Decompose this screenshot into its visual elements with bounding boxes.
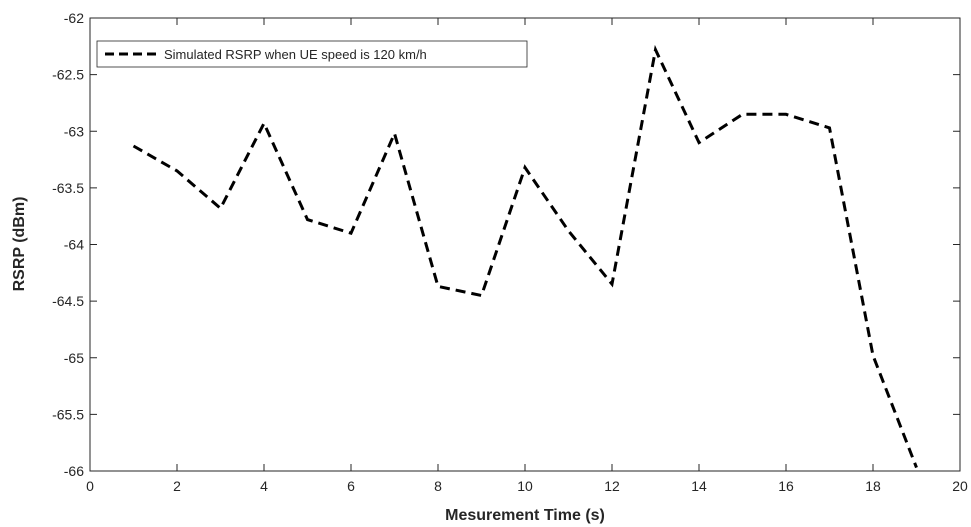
y-tick-label: -62.5 xyxy=(52,67,84,83)
x-tick-label: 14 xyxy=(691,478,707,494)
legend: Simulated RSRP when UE speed is 120 km/h xyxy=(96,40,528,68)
y-tick-label: -64.5 xyxy=(52,293,84,309)
series-layer xyxy=(132,44,918,469)
y-tick-label: -63.5 xyxy=(52,180,84,196)
y-axis-title: RSRP (dBm) xyxy=(11,197,28,292)
y-tick-label: -65.5 xyxy=(52,406,84,422)
x-axis-ticks: 0 2 4 6 8 10 12 14 16 18 20 xyxy=(86,18,968,494)
y-tick-label: -66 xyxy=(64,463,84,479)
x-tick-label: 20 xyxy=(952,478,968,494)
x-tick-label: 4 xyxy=(260,478,268,494)
x-tick-label: 8 xyxy=(434,478,442,494)
y-tick-label: -65 xyxy=(64,350,84,366)
y-axis-ticks: -62 -62.5 -63 -63.5 -64 -64.5 -65 -65.5 -66 xyxy=(52,10,960,479)
y-tick-label: -64 xyxy=(64,237,84,253)
x-axis-title: Mesurement Time (s) xyxy=(445,507,605,524)
x-tick-label: 12 xyxy=(604,478,620,494)
x-tick-label: 6 xyxy=(347,478,355,494)
plot-area xyxy=(90,18,960,471)
legend-entry-label: Simulated RSRP when UE speed is 120 km/h xyxy=(164,47,427,62)
x-tick-label: 2 xyxy=(173,478,181,494)
legend-box xyxy=(96,40,528,68)
x-tick-label: 16 xyxy=(778,478,794,494)
series-line-0 xyxy=(132,44,918,469)
y-tick-label: -63 xyxy=(64,123,84,139)
x-tick-label: 10 xyxy=(517,478,533,494)
y-tick-label: -62 xyxy=(64,10,84,26)
x-tick-label: 18 xyxy=(865,478,881,494)
x-tick-label: 0 xyxy=(86,478,94,494)
